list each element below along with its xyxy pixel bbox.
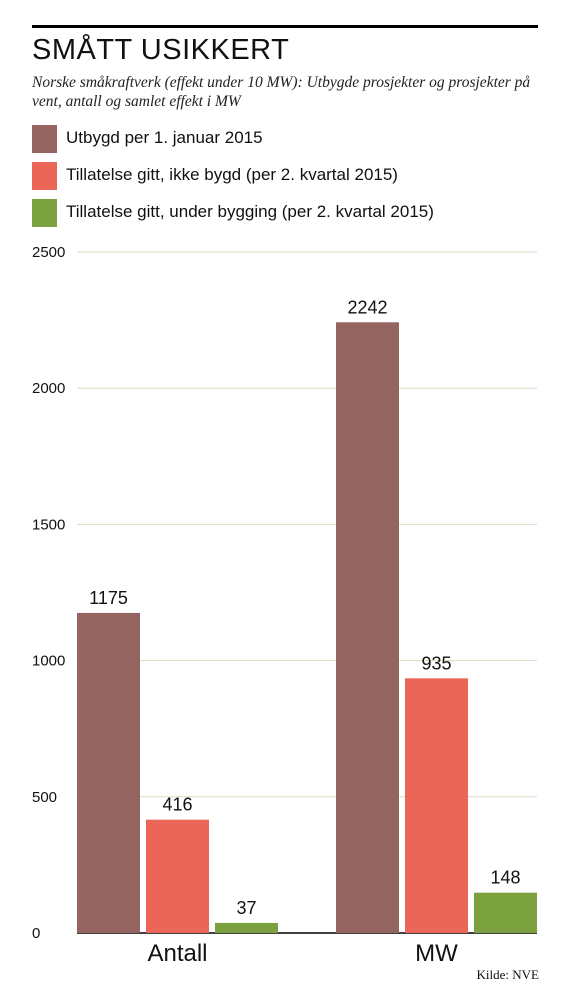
top-rule [32, 25, 538, 28]
data-label-mw-3: 148 [490, 868, 520, 888]
data-label-antall-3: 37 [236, 898, 256, 918]
y-tick-label-1000: 1000 [32, 653, 65, 670]
bar-antall-3 [215, 922, 278, 933]
legend-label-under-construction: Tillatelse gitt, under bygging (per 2. k… [66, 202, 434, 221]
data-label-antall-2: 416 [162, 795, 192, 815]
bar-mw-2 [405, 678, 468, 933]
category-label-antall: Antall [147, 940, 207, 967]
y-tick-label-0: 0 [32, 925, 40, 942]
chart-subtitle: Norske småkraftverk (effekt under 10 MW)… [32, 74, 531, 110]
legend-swatch-under-construction [32, 199, 57, 227]
legend-label-permitted: Tillatelse gitt, ikke bygd (per 2. kvart… [66, 165, 398, 184]
legend-swatch-permitted [32, 162, 57, 190]
chart-title: SMÅTT USIKKERT [32, 34, 290, 66]
y-tick-label-1500: 1500 [32, 516, 65, 533]
data-label-mw-2: 935 [421, 653, 451, 673]
data-label-mw-1: 2242 [347, 297, 387, 317]
legend-label-built: Utbygd per 1. januar 2015 [66, 128, 263, 147]
legend-swatch-built [32, 125, 57, 153]
category-label-mw: MW [415, 940, 458, 967]
data-label-antall-1: 1175 [89, 588, 128, 608]
y-tick-label-2500: 2500 [32, 244, 65, 261]
bar-antall-2 [146, 819, 209, 933]
source-note: Kilde: NVE [476, 967, 539, 982]
y-tick-label-500: 500 [32, 789, 57, 806]
bar-antall-1 [77, 612, 140, 933]
bar-mw-1 [336, 322, 399, 934]
bar-mw-3 [474, 892, 537, 933]
y-tick-label-2000: 2000 [32, 380, 65, 397]
